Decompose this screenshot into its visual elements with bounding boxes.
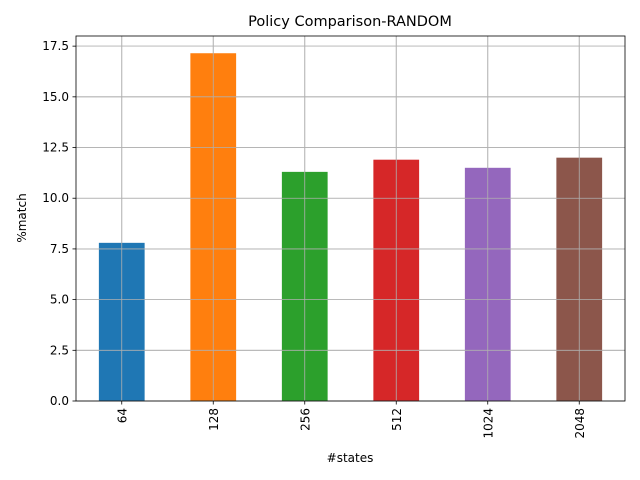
x-tick-label: 64 — [115, 408, 129, 423]
bars — [76, 36, 625, 402]
y-tick-label: 17.5 — [42, 39, 69, 53]
x-tick-label: 2048 — [573, 408, 587, 439]
x-tick-labels: 64 128 256 512 1024 2048 — [115, 408, 587, 439]
chart-title: Policy Comparison-RANDOM — [248, 14, 452, 30]
axis-ticks — [72, 45, 580, 405]
y-tick-label: 5.0 — [50, 293, 69, 307]
x-tick-label: 256 — [298, 408, 312, 431]
y-tick-label: 7.5 — [50, 242, 69, 256]
y-tick-label: 15.0 — [42, 90, 69, 104]
x-tick-label: 128 — [207, 408, 221, 431]
y-tick-labels: 0.0 2.5 5.0 7.5 10.0 12.5 15.0 17.5 — [42, 39, 69, 408]
plot-area-frame — [75, 35, 626, 402]
y-tick-label: 0.0 — [50, 394, 69, 408]
grid-lines — [76, 36, 625, 402]
y-axis-label: %match — [15, 193, 29, 242]
x-tick-label: 1024 — [481, 408, 495, 439]
x-axis-label: #states — [327, 451, 374, 465]
y-tick-label: 2.5 — [50, 343, 69, 357]
y-tick-label: 10.0 — [42, 191, 69, 205]
y-tick-label: 12.5 — [42, 141, 69, 155]
x-tick-label: 512 — [390, 408, 404, 431]
